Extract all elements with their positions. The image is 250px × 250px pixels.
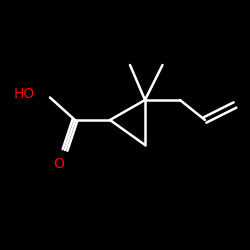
Text: HO: HO xyxy=(14,87,35,101)
Text: O: O xyxy=(53,158,64,172)
